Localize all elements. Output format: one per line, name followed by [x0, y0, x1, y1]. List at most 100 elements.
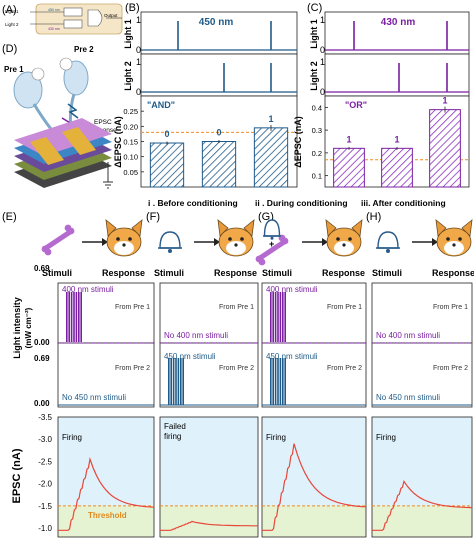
blue-pulse: [272, 358, 274, 405]
blue-pulse: [270, 358, 272, 405]
failed-firing-label: Failed: [164, 422, 186, 431]
bar: [149, 142, 185, 188]
bar: [253, 127, 289, 188]
firing-label: Firing: [376, 433, 396, 442]
intensity-bottom-label: No 450 nm stimuli: [376, 393, 440, 402]
panel-b-light1-trace: [140, 11, 298, 55]
panel-label-c: (C): [307, 2, 322, 14]
epsc-ytick-label: -3.0: [38, 435, 52, 444]
intensity-panel: No 400 nm stimuli From Pre 1 No 450 nm sti…: [371, 282, 473, 408]
threshold-label: Threshold: [88, 511, 127, 520]
panel-c-light1-label: Light 1: [309, 19, 319, 49]
stimuli-label: Stimuli: [154, 268, 184, 278]
stimuli-label: Stimuli: [262, 268, 292, 278]
ytick-label: 0.4: [312, 103, 322, 112]
panel-c-ylabel: ΔEPSC (nA): [293, 116, 303, 167]
intensity-panel: 400 nm stimuli From Pre 1 No 450 nm stimul…: [57, 282, 155, 408]
epsc-ytick-label: -1.5: [38, 502, 52, 511]
bar: [381, 147, 413, 188]
epsc-trace: [160, 520, 258, 531]
response-label: Response: [432, 268, 474, 278]
panel-b-tick-1b: 1: [136, 57, 141, 67]
intensity-tick-000-top: 0.00: [34, 338, 50, 347]
panel-b-logic-label: "AND": [147, 100, 175, 110]
panel-c-light1-trace: [324, 11, 470, 55]
panel-b-tick-1a: 1: [136, 15, 141, 25]
epsc-panel: Firing Threshold: [57, 416, 155, 538]
intensity-top-label: No 400 nm stimuli: [164, 331, 228, 340]
panel-label-b: (B): [125, 2, 140, 14]
blue-pulse: [170, 358, 172, 405]
dog-face-icon: [325, 219, 363, 257]
bar-output-label: 0: [164, 129, 169, 139]
from-pre2-label: From Pre 2: [115, 365, 150, 372]
firing-label: Firing: [266, 433, 286, 442]
panel-c-tick-1b: 1: [320, 57, 325, 67]
stimuli-label: Stimuli: [42, 268, 72, 278]
intensity-top-label: No 400 nm stimuli: [376, 331, 440, 340]
ytick-label: 0.10: [123, 153, 138, 162]
bell-icon: [158, 231, 182, 253]
ytick-label: 0.05: [123, 168, 138, 177]
blue-pulse: [180, 358, 182, 405]
intensity-panel: 400 nm stimuli From Pre 1 450 nm stimuli Fr…: [261, 282, 367, 408]
bell-icon: [376, 231, 400, 253]
stimuli-label: Stimuli: [372, 268, 402, 278]
epsc-ytick-label: -2.0: [38, 480, 52, 489]
from-pre1-label: From Pre 1: [219, 304, 254, 311]
diagram-430-label: 430 nm: [48, 27, 60, 31]
stage-during-label: ii . During conditioning: [255, 198, 348, 208]
arrow-head-icon: [322, 238, 328, 246]
epsc-trace: [372, 479, 473, 531]
logic-circuit-diagram: [30, 3, 123, 35]
device-stack: [14, 118, 112, 188]
arrow-head-icon: [432, 238, 438, 246]
intensity-tick-000-bottom: 0.00: [34, 399, 50, 408]
dog-face-icon: [105, 219, 143, 257]
bar-output-label: 1: [442, 96, 447, 106]
blue-pulse: [282, 358, 284, 405]
blue-pulse: [172, 358, 175, 405]
blue-pulse: [284, 358, 286, 405]
blue-pulse: [182, 358, 184, 405]
panel-b-light2-label: Light 2: [123, 61, 133, 91]
purple-pulse: [274, 292, 277, 342]
intensity-bottom-label: 450 nm stimuli: [164, 352, 216, 361]
epsc-ylabel: EPSC (nA): [11, 448, 23, 503]
panel-c-bar-chart: 0.1 0.2 0.3 0.4 1 1 1: [312, 96, 469, 188]
intensity-tick-069-top: 0.69: [34, 264, 50, 273]
ground-icon: [103, 181, 113, 189]
purple-pulse: [277, 292, 279, 342]
panel-label-e: (E): [2, 211, 17, 223]
from-pre2-label: From Pre 2: [327, 365, 362, 372]
epsc-response-label: EPSC: [94, 119, 112, 126]
neuron-pre1: [13, 67, 62, 141]
bar-output-label: 1: [346, 134, 351, 144]
stage-before-label: i . Before conditioning: [148, 198, 238, 208]
bone-icon: [41, 224, 75, 256]
epsc-ytick-label: -3.5: [38, 413, 52, 422]
panel-c-wavelength: 430 nm: [381, 17, 416, 28]
diagram-450-label: 450 nm: [48, 8, 60, 12]
purple-pulse: [80, 292, 82, 342]
pre2-label: Pre 2: [74, 45, 94, 54]
epsc-trace: [262, 443, 367, 531]
panel-c-light2-label: Light 2: [309, 61, 319, 91]
ytick-label: 0.25: [123, 107, 138, 116]
ytick-label: 0.20: [123, 122, 138, 131]
panel-c-light2-trace: [324, 53, 470, 97]
epsc-panel: Firing: [371, 416, 473, 538]
panel-c-tick-1a: 1: [320, 15, 325, 25]
bar: [333, 147, 365, 188]
panel-b-tick-0a: 0: [136, 45, 141, 55]
pre1-label: Pre 1: [4, 65, 24, 74]
neuron-pre2: [59, 57, 89, 139]
intensity-top-label: 400 nm stimuli: [266, 285, 318, 294]
intensity-tick-069-bottom: 0.69: [34, 354, 50, 363]
failed-firing-label-2: firing: [164, 432, 181, 441]
from-pre1-label: From Pre 1: [327, 304, 362, 311]
ytick-label: 0.15: [123, 138, 138, 147]
blue-pulse: [274, 358, 277, 405]
output-label: Output: [104, 13, 118, 18]
